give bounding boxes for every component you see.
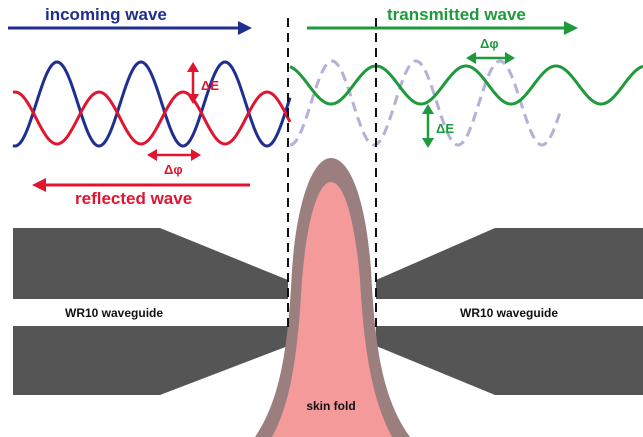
delta-phi-right-arrow bbox=[466, 52, 515, 64]
delta-e-left-label: ΔE bbox=[201, 78, 219, 93]
reflected-wave-label: reflected wave bbox=[75, 189, 192, 208]
delta-e-right-arrow bbox=[422, 104, 434, 148]
right-waveguide-top bbox=[376, 228, 643, 299]
transmitted-wave-label: transmitted wave bbox=[387, 5, 526, 24]
incoming-arrow bbox=[8, 21, 252, 35]
delta-e-right-label: ΔE bbox=[436, 121, 454, 136]
incoming-wave-curve bbox=[12, 60, 292, 148]
reflected-wave-curve bbox=[12, 90, 292, 146]
delta-phi-right-label: Δφ bbox=[480, 36, 499, 51]
ghost-wave bbox=[289, 59, 562, 147]
skin-fold-inner bbox=[272, 182, 392, 437]
left-waveguide-top bbox=[13, 228, 288, 299]
reflected-arrow bbox=[32, 178, 250, 192]
transmitted-wave-curve bbox=[289, 64, 643, 106]
transmitted-arrow bbox=[307, 21, 578, 35]
skin-fold-label: skin fold bbox=[306, 399, 355, 413]
incoming-wave-label: incoming wave bbox=[45, 5, 167, 24]
delta-phi-left-label: Δφ bbox=[164, 162, 183, 177]
waveguide-right-label: WR10 waveguide bbox=[460, 306, 558, 320]
left-waveguide-bottom bbox=[13, 326, 288, 395]
waveguide-left-label: WR10 waveguide bbox=[65, 306, 163, 320]
delta-phi-left-arrow bbox=[147, 149, 201, 161]
delta-e-left-arrow bbox=[187, 62, 199, 104]
right-waveguide-bottom bbox=[376, 326, 643, 395]
